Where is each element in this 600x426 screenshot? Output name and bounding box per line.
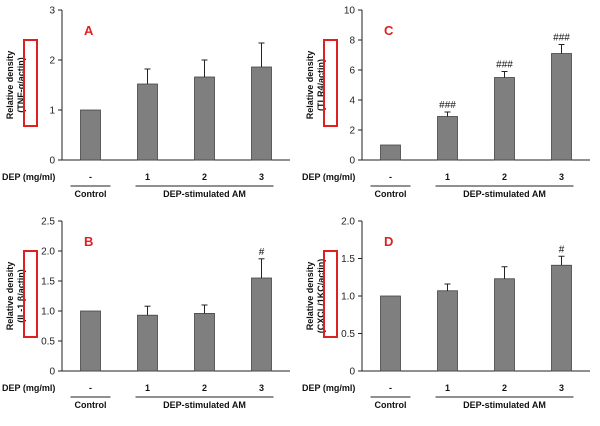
- x-tick-label: -: [389, 383, 392, 393]
- x-tick-label: -: [89, 383, 92, 393]
- significance-marker: ###: [439, 100, 456, 111]
- significance-marker: ###: [553, 33, 570, 44]
- chart-svg: 0 1 2 3 DEP (mg/ml) - 1 2 3 Control DEP-stimulated…: [2, 6, 290, 199]
- y-tick-label: 0.5: [41, 337, 55, 348]
- y-axis-title-line2: (TLR4/actin): [316, 59, 326, 111]
- control-group-label: Control: [75, 189, 107, 199]
- chart-panel-a: 0 1 2 3 DEP (mg/ml) - 1 2 3 Control DEP-stimulated…: [0, 0, 300, 210]
- y-tick-label: 0: [349, 367, 355, 378]
- y-tick-label: 0: [49, 367, 55, 378]
- y-axis-title-line1: Relative density: [5, 262, 15, 331]
- y-axis-title: Relative density (TNF-α/actin): [5, 51, 26, 120]
- y-tick-label: 2.5: [41, 217, 55, 228]
- y-tick-label: 2: [349, 126, 355, 137]
- bar: [380, 144, 401, 161]
- y-axis-title: Relative density (IL-1 β/actin): [5, 262, 26, 331]
- x-tick-label: 2: [502, 383, 507, 393]
- y-tick-label: 1.0: [341, 292, 355, 303]
- x-tick-label: 2: [202, 383, 207, 393]
- x-tick-label: -: [89, 172, 92, 182]
- x-tick-label: 3: [259, 172, 264, 182]
- highlight-box: [23, 250, 38, 338]
- y-tick-label: 1.5: [341, 254, 355, 265]
- panel-label: C: [384, 23, 394, 38]
- significance-marker: #: [259, 247, 265, 258]
- x-axis-title: DEP (mg/ml): [302, 383, 355, 393]
- bar: [251, 277, 272, 372]
- panel-label: B: [84, 234, 93, 249]
- panel-label: D: [384, 234, 393, 249]
- y-axis-title-line1: Relative density: [305, 262, 315, 331]
- bar: [194, 313, 215, 372]
- x-tick-label: 3: [259, 383, 264, 393]
- x-tick-label: 1: [145, 172, 150, 182]
- x-tick-label: 1: [145, 383, 150, 393]
- y-tick-label: 1.5: [41, 277, 55, 288]
- chart-svg: 0 0.5 1.0 1.5 2.0 # DEP (mg/ml) - 1 2 3 Control DEP-…: [302, 217, 590, 410]
- bar: [437, 116, 458, 161]
- bar: [380, 295, 401, 372]
- treatment-group-label: DEP-stimulated AM: [163, 400, 246, 410]
- bar: [437, 290, 458, 372]
- chart-panel-b: 0 0.5 1.0 1.5 2.0 2.5 # DEP (mg/ml) - 1 2 3 Control D…: [0, 211, 300, 421]
- y-tick-label: 10: [344, 6, 356, 17]
- treatment-group-label: DEP-stimulated AM: [163, 189, 246, 199]
- chart-svg: 0 2 4 6 8 10 ### ### ### DEP (mg/ml) - 1 2 3 Control DE…: [302, 6, 590, 199]
- x-tick-label: 1: [445, 172, 450, 182]
- y-axis-title-line2: (CXCL/1KC/actin): [316, 259, 326, 334]
- x-axis-title: DEP (mg/ml): [2, 383, 55, 393]
- y-axis-title-line2: (TNF-α/actin): [16, 57, 26, 113]
- x-tick-label: 2: [502, 172, 507, 182]
- x-tick-label: 1: [445, 383, 450, 393]
- treatment-group-label: DEP-stimulated AM: [463, 400, 546, 410]
- control-group-label: Control: [375, 400, 407, 410]
- significance-marker: ###: [496, 60, 513, 71]
- chart-panel-d: 0 0.5 1.0 1.5 2.0 # DEP (mg/ml) - 1 2 3 Control DEP-…: [300, 211, 600, 421]
- bar: [194, 76, 215, 161]
- highlight-box: [323, 250, 338, 338]
- y-axis-title-line1: Relative density: [5, 51, 15, 120]
- bar: [551, 264, 572, 372]
- bar: [137, 83, 158, 161]
- y-tick-label: 8: [349, 36, 355, 47]
- highlight-box: [23, 39, 38, 127]
- x-tick-label: 3: [559, 383, 564, 393]
- y-axis-title-line2: (IL-1 β/actin): [16, 269, 26, 323]
- bar: [494, 77, 515, 161]
- bar: [494, 278, 515, 372]
- bar: [80, 310, 101, 372]
- y-tick-label: 3: [49, 6, 55, 17]
- x-axis-title: DEP (mg/ml): [2, 172, 55, 182]
- x-axis-title: DEP (mg/ml): [302, 172, 355, 182]
- x-tick-label: -: [389, 172, 392, 182]
- y-tick-label: 1.0: [41, 307, 55, 318]
- highlight-box: [323, 39, 338, 127]
- y-axis-title: Relative density (CXCL/1KC/actin): [305, 259, 326, 334]
- y-tick-label: 1: [49, 106, 55, 117]
- control-group-label: Control: [75, 400, 107, 410]
- bar: [251, 66, 272, 161]
- y-axis-title: Relative density (TLR4/actin): [305, 51, 326, 120]
- y-tick-label: 4: [349, 96, 355, 107]
- chart-svg: 0 0.5 1.0 1.5 2.0 2.5 # DEP (mg/ml) - 1 2 3 Control D…: [2, 217, 290, 410]
- y-tick-label: 0.5: [341, 329, 355, 340]
- y-tick-label: 0: [49, 156, 55, 167]
- bar: [80, 109, 101, 161]
- y-axis-title-line1: Relative density: [305, 51, 315, 120]
- bar: [551, 53, 572, 161]
- treatment-group-label: DEP-stimulated AM: [463, 189, 546, 199]
- x-tick-label: 2: [202, 172, 207, 182]
- y-tick-label: 2: [49, 56, 55, 67]
- chart-panel-c: 0 2 4 6 8 10 ### ### ### DEP (mg/ml) - 1 2 3 Control DE…: [300, 0, 600, 210]
- control-group-label: Control: [375, 189, 407, 199]
- y-tick-label: 2.0: [341, 217, 355, 228]
- y-tick-label: 2.0: [41, 247, 55, 258]
- bar: [137, 314, 158, 372]
- significance-marker: #: [559, 244, 565, 255]
- panel-label: A: [84, 23, 94, 38]
- y-tick-label: 6: [349, 66, 355, 77]
- x-tick-label: 3: [559, 172, 564, 182]
- y-tick-label: 0: [349, 156, 355, 167]
